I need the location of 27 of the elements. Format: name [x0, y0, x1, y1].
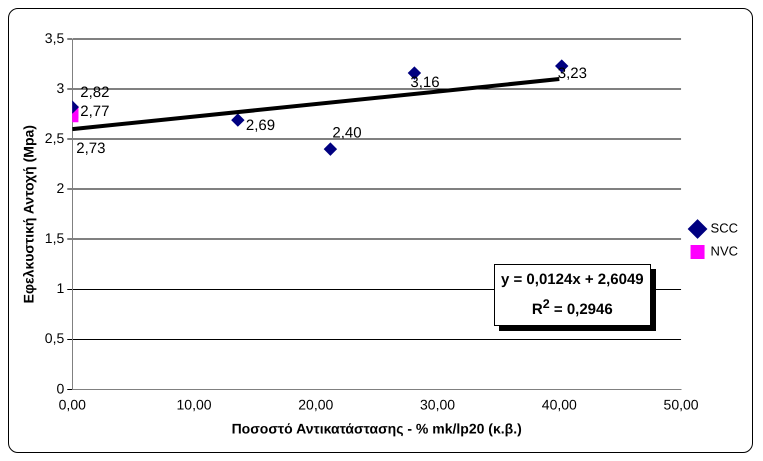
legend-label: SCC	[710, 220, 738, 236]
data-label: 3,23	[558, 65, 587, 82]
data-label: 2,73	[76, 140, 106, 158]
x-tick-label: 30,00	[420, 396, 456, 413]
y-tick-label: 2,5	[44, 130, 64, 146]
annotation: R$^{2}$ = 0,2946	[530, 296, 614, 320]
y-tick-label: 0,5	[44, 330, 64, 346]
data-label: 2,69	[246, 117, 276, 134]
data-label: 2,40	[332, 124, 362, 142]
y-tick-label: 1,5	[44, 230, 64, 246]
x-tick-label: 10,00	[176, 396, 212, 413]
y-tick-label: 3	[56, 80, 64, 96]
data-label: 2,77	[80, 103, 110, 120]
data-label: 3,16	[410, 74, 440, 92]
x-tick-label: 20,00	[298, 396, 334, 413]
x-tick-label: 40,00	[542, 396, 578, 413]
x-axis-title: Ποσοστό Αντικατάστασης - % mk/lp20 (κ.β.)	[232, 420, 522, 436]
point	[324, 142, 337, 156]
y-tick-label: 1	[56, 280, 64, 296]
x-tick-label: 50,00	[664, 396, 699, 413]
y-tick-label: 0	[56, 380, 64, 396]
y-tick-label: 2	[56, 180, 64, 196]
y-axis-title: Εφελκυστική Αντοχή (Mpa)	[20, 125, 36, 304]
x-tick-label: 0,00	[58, 396, 86, 413]
y-tick-label: 3,5	[44, 30, 64, 46]
annotation: y = 0,0124x + 2,6049	[501, 270, 644, 290]
legend-label: NVC	[710, 244, 738, 259]
